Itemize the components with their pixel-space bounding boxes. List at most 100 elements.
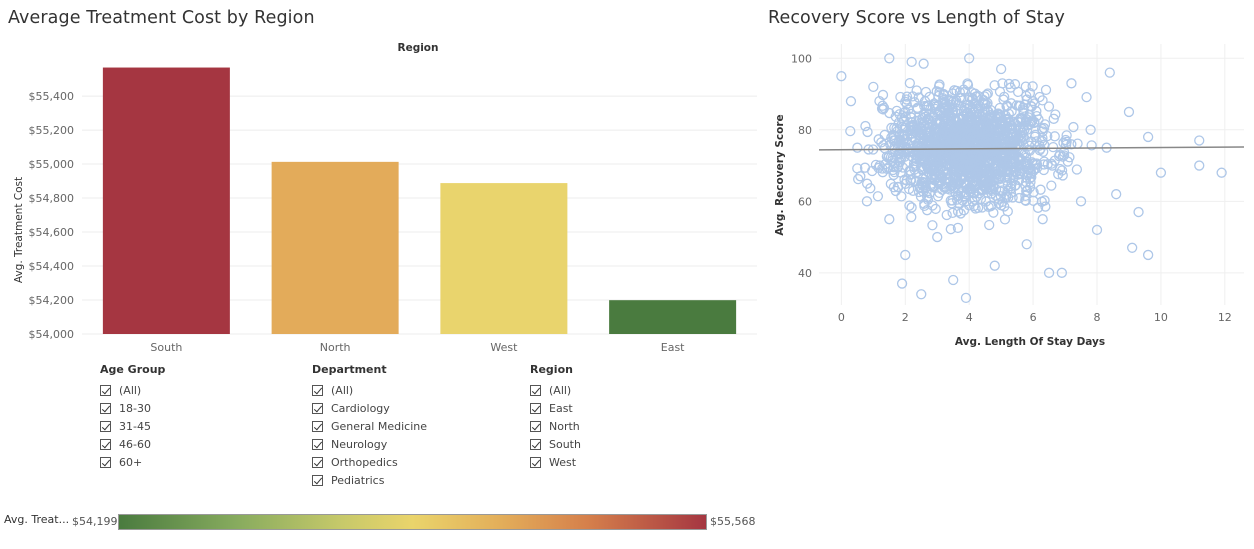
scatter-point[interactable] [991, 168, 1002, 179]
scatter-point[interactable] [963, 114, 974, 126]
bar-west[interactable] [440, 183, 568, 334]
scatter-point[interactable] [941, 183, 952, 194]
scatter-point[interactable] [1037, 136, 1048, 147]
scatter-point[interactable] [906, 202, 917, 213]
checkbox-icon[interactable] [312, 474, 323, 486]
checkbox-icon[interactable] [530, 384, 541, 396]
scatter-point[interactable] [960, 292, 972, 303]
bar-marks[interactable] [102, 67, 737, 334]
scatter-point[interactable] [925, 131, 936, 143]
scatter-point[interactable] [1026, 136, 1037, 147]
scatter-point[interactable] [1008, 166, 1020, 178]
checkbox-icon[interactable] [100, 402, 111, 414]
filter-option[interactable]: 31-45 [100, 417, 165, 435]
filter-option[interactable]: 46-60 [100, 435, 165, 453]
filter-option[interactable]: East [530, 399, 581, 417]
scatter-point[interactable] [932, 231, 943, 243]
scatter-point[interactable] [943, 150, 954, 162]
scatter-point[interactable] [969, 141, 981, 152]
scatter-point[interactable] [964, 110, 975, 122]
scatter-point[interactable] [927, 220, 938, 231]
scatter-point[interactable] [1104, 67, 1115, 78]
scatter-point[interactable] [941, 209, 952, 221]
checkbox-icon[interactable] [312, 384, 323, 396]
scatter-point[interactable] [1075, 196, 1087, 207]
scatter-point[interactable] [945, 224, 956, 235]
scatter-point[interactable] [917, 136, 928, 147]
scatter-point[interactable] [914, 133, 925, 144]
scatter-point[interactable] [969, 155, 980, 167]
scatter-point[interactable] [1000, 113, 1011, 125]
scatter-point[interactable] [938, 126, 949, 138]
scatter-point[interactable] [947, 207, 958, 218]
scatter-point[interactable] [895, 167, 906, 178]
scatter-point[interactable] [1003, 108, 1014, 119]
scatter-point[interactable] [900, 249, 911, 261]
scatter-point[interactable] [860, 120, 871, 132]
scatter-point[interactable] [852, 142, 863, 153]
checkbox-icon[interactable] [530, 402, 541, 414]
scatter-point[interactable] [970, 203, 981, 214]
scatter-point[interactable] [954, 123, 965, 134]
scatter-point[interactable] [1011, 100, 1022, 111]
scatter-point[interactable] [1043, 267, 1055, 278]
scatter-point[interactable] [976, 185, 987, 196]
scatter-point[interactable] [948, 274, 959, 286]
scatter-point[interactable] [836, 71, 847, 82]
scatter-point[interactable] [845, 125, 856, 137]
scatter-point[interactable] [1039, 195, 1050, 206]
scatter-point[interactable] [957, 153, 968, 164]
scatter-point[interactable] [906, 117, 917, 128]
scatter-point[interactable] [908, 161, 920, 173]
scatter-point[interactable] [955, 161, 967, 172]
scatter-point[interactable] [954, 198, 965, 209]
scatter-point[interactable] [893, 135, 905, 146]
scatter-point[interactable] [906, 56, 917, 68]
scatter-point[interactable] [912, 103, 923, 115]
scatter-point[interactable] [1047, 160, 1058, 171]
checkbox-icon[interactable] [530, 456, 541, 468]
scatter-point[interactable] [974, 188, 985, 199]
scatter-point[interactable] [945, 195, 956, 206]
scatter-point[interactable] [985, 200, 997, 211]
filter-option[interactable]: (All) [312, 381, 427, 399]
scatter-point[interactable] [1017, 121, 1029, 132]
scatter-point[interactable] [1016, 131, 1027, 142]
checkbox-icon[interactable] [530, 438, 541, 450]
scatter-point[interactable] [975, 172, 987, 184]
scatter-point[interactable] [937, 184, 948, 195]
scatter-point[interactable] [853, 173, 864, 185]
scatter-point[interactable] [921, 186, 932, 198]
scatter-point[interactable] [1142, 131, 1154, 143]
scatter-point[interactable] [989, 260, 1000, 271]
scatter-point[interactable] [1048, 113, 1059, 124]
scatter-point[interactable] [905, 108, 916, 120]
scatter-point[interactable] [900, 96, 911, 108]
scatter-point[interactable] [989, 134, 1000, 145]
scatter-point[interactable] [1066, 78, 1077, 89]
scatter-point[interactable] [935, 176, 946, 187]
scatter-point[interactable] [964, 53, 975, 64]
scatter-point[interactable] [1056, 267, 1068, 278]
scatter-point[interactable] [970, 91, 982, 102]
scatter-point[interactable] [987, 179, 999, 191]
scatter-point[interactable] [941, 129, 952, 140]
scatter-point[interactable] [1005, 82, 1016, 93]
scatter-point[interactable] [1123, 106, 1135, 118]
scatter-point[interactable] [892, 161, 904, 172]
scatter-point[interactable] [899, 122, 910, 134]
filter-option[interactable]: West [530, 453, 581, 471]
scatter-point[interactable] [989, 80, 1000, 91]
scatter-point[interactable] [986, 166, 997, 177]
scatter-point[interactable] [967, 196, 978, 207]
scatter-point[interactable] [910, 155, 922, 167]
scatter-point[interactable] [952, 177, 963, 188]
scatter-point[interactable] [1036, 123, 1048, 135]
scatter-point[interactable] [877, 167, 888, 178]
scatter-point[interactable] [973, 103, 985, 115]
scatter-point[interactable] [917, 117, 928, 128]
scatter-point[interactable] [916, 178, 927, 189]
scatter-point[interactable] [955, 208, 966, 219]
scatter-point[interactable] [874, 160, 885, 171]
color-legend-gradient[interactable] [118, 514, 707, 530]
